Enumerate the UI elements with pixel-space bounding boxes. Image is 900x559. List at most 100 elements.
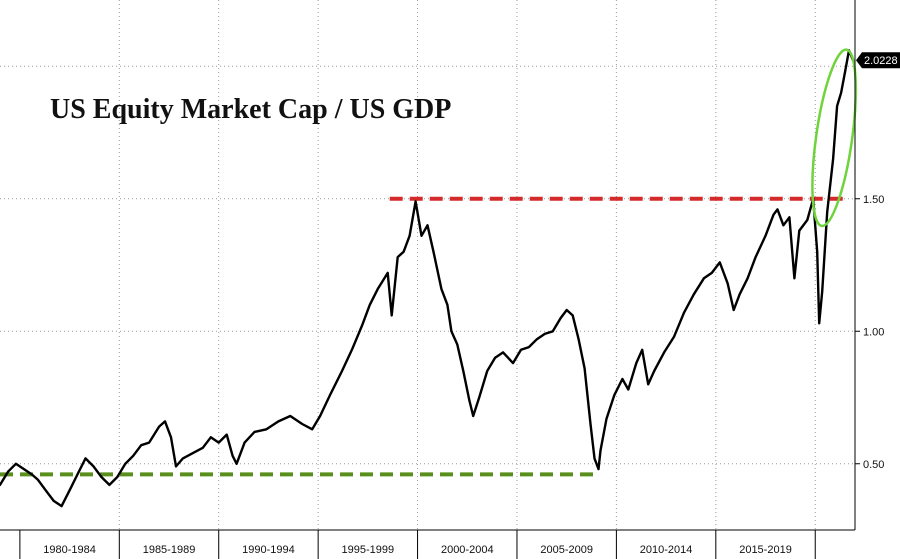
data-point <box>559 317 562 319</box>
data-point <box>512 362 514 364</box>
x-gridlines <box>118 0 816 530</box>
data-point <box>164 420 166 423</box>
data-point <box>390 314 393 317</box>
data-point <box>788 216 791 219</box>
data-point <box>311 428 314 431</box>
data-point <box>494 356 497 359</box>
data-point <box>360 325 363 327</box>
data-point <box>376 287 379 290</box>
data-point <box>826 211 829 213</box>
data-point <box>52 499 55 502</box>
data-point <box>653 370 656 372</box>
reference-lines <box>0 196 848 477</box>
highlight-layer <box>811 48 858 228</box>
data-point <box>798 229 801 232</box>
data-point <box>446 303 449 306</box>
data-point <box>329 393 331 396</box>
data-point <box>673 335 675 338</box>
data-point <box>776 208 779 211</box>
data-point <box>140 444 143 447</box>
data-point <box>746 277 749 280</box>
data-point <box>641 348 644 351</box>
data-point <box>806 219 809 221</box>
data-point <box>60 505 63 508</box>
last-value-label: 2.0228 <box>864 55 898 67</box>
data-point <box>718 261 721 264</box>
data-point <box>386 272 389 274</box>
data-point <box>478 396 481 399</box>
data-point <box>782 224 785 227</box>
data-point <box>175 465 177 468</box>
data-point <box>844 70 846 73</box>
data-point <box>265 428 268 431</box>
x-tick-label: 1985-1989 <box>143 544 196 556</box>
data-point <box>158 425 160 428</box>
data-point <box>231 454 234 457</box>
data-point <box>414 200 417 203</box>
data-point <box>599 449 602 452</box>
data-point <box>627 388 630 391</box>
data-point <box>253 431 256 433</box>
data-point <box>7 470 9 473</box>
x-tick-label: 1990-1994 <box>242 544 295 556</box>
data-point <box>647 383 650 386</box>
data-point <box>301 423 304 425</box>
data-point <box>432 250 435 253</box>
data-point <box>30 473 33 476</box>
chart-title: US Equity Market Cap / US GDP <box>50 94 451 125</box>
data-point <box>182 457 184 460</box>
x-tick-label: 2015-2019 <box>739 544 792 556</box>
axes <box>0 0 856 531</box>
data-point <box>68 489 71 492</box>
data-point <box>528 346 530 349</box>
x-axis-ticks: 1980-1984 1985-1989 1990-1994 1995-1999 2000… <box>19 530 816 559</box>
x-tick-label: 2010-2014 <box>640 544 693 556</box>
data-point <box>543 333 546 335</box>
data-point <box>243 441 246 444</box>
x-tick-label: 2000-2004 <box>441 544 494 556</box>
last-value-badge <box>856 52 900 69</box>
data-point <box>124 462 127 465</box>
data-point <box>621 378 624 380</box>
data-point <box>577 338 580 341</box>
data-point <box>76 473 79 476</box>
data-point <box>44 489 47 492</box>
data-point <box>170 436 172 439</box>
data-point <box>402 250 405 253</box>
data-point <box>100 476 103 478</box>
data-point <box>605 417 608 420</box>
x-tick-label: 1995-1999 <box>342 544 395 556</box>
data-point <box>732 309 735 311</box>
data-point <box>754 256 757 258</box>
data-point <box>520 348 522 351</box>
data-point <box>456 343 459 346</box>
data-point <box>693 293 695 296</box>
data-point <box>426 224 429 227</box>
data-point <box>589 423 592 425</box>
data-point <box>663 351 666 354</box>
data-point <box>738 293 741 296</box>
y-axis-ticks: 0.50 1.00 1.50 <box>855 194 884 471</box>
data-point <box>486 370 489 372</box>
data-point <box>468 399 471 402</box>
data-point <box>836 105 839 107</box>
x-tick-label: 2005-2009 <box>540 544 593 556</box>
data-point <box>840 91 842 94</box>
y-tick-label: 1.50 <box>863 194 884 206</box>
data-point <box>420 234 423 237</box>
x-tick-label: 1980-1984 <box>43 544 96 556</box>
data-point <box>0 484 1 486</box>
data-point <box>116 476 119 478</box>
data-point <box>191 452 194 455</box>
data-point <box>351 348 353 351</box>
data-point <box>583 367 586 370</box>
data-point <box>793 277 796 280</box>
data-point <box>702 277 705 280</box>
data-point <box>551 330 554 333</box>
data-point <box>15 462 17 465</box>
data-point <box>108 484 111 486</box>
data-point <box>535 338 538 341</box>
series-line <box>0 49 855 508</box>
